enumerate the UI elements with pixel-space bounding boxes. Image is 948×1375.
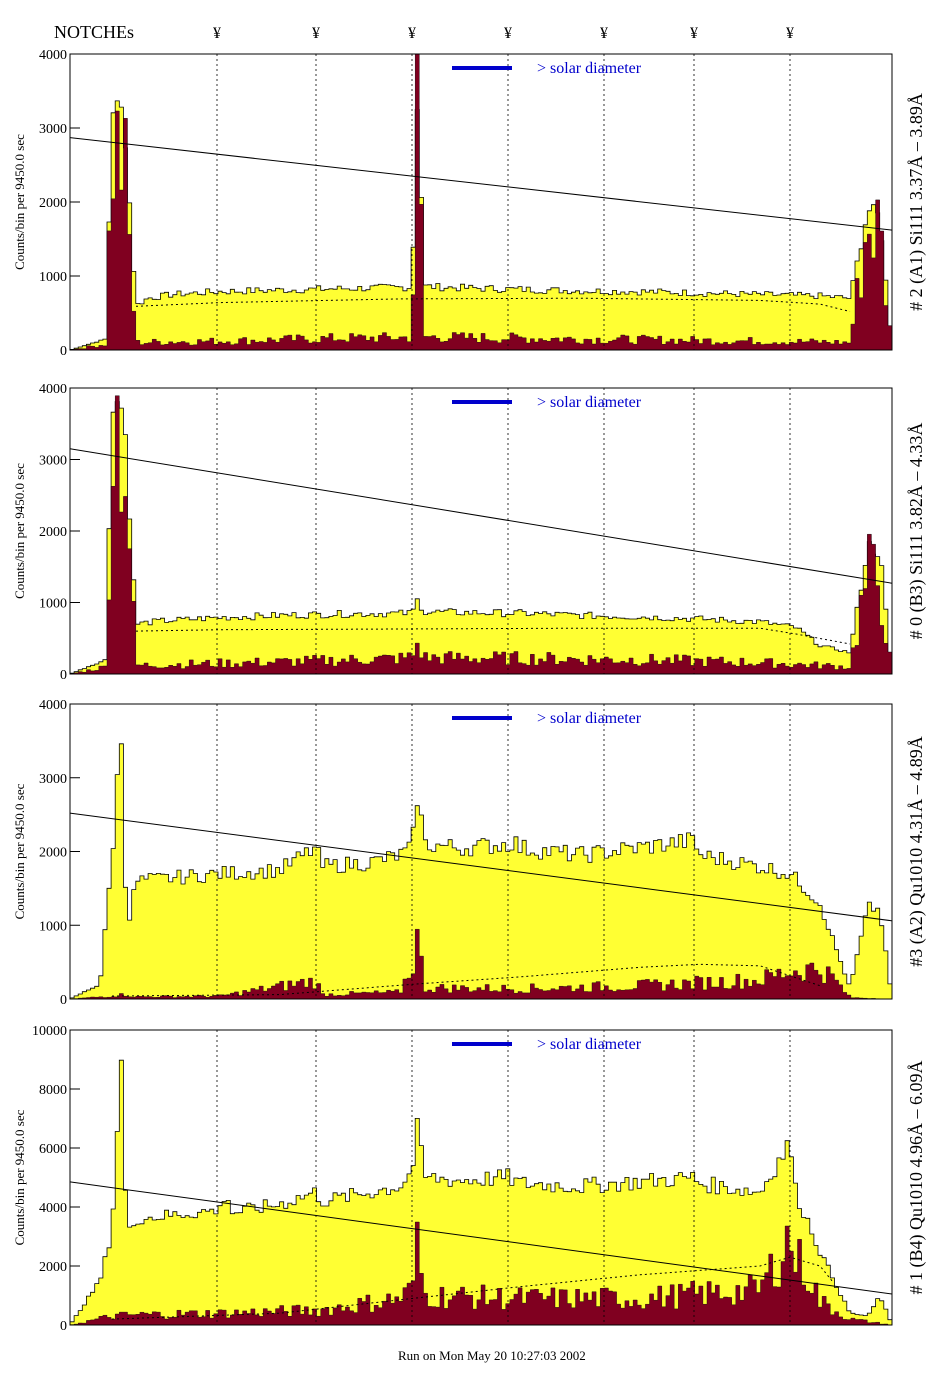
series-fit-line bbox=[69, 1181, 893, 1295]
y-tick-label-0: 0 bbox=[60, 1319, 67, 1334]
run-info: Run on Mon May 20 10:27:03 2002 bbox=[398, 1348, 586, 1363]
y-tick-label-2: 2000 bbox=[39, 196, 67, 211]
panel-label: # 2 (A1) Si111 3.37Å – 3.89Å bbox=[906, 93, 927, 311]
series-total-histogram bbox=[69, 100, 893, 351]
solar-diameter-label: > solar diameter bbox=[537, 710, 642, 727]
y-tick-label-1: 1000 bbox=[39, 919, 67, 934]
y-axis-label: Counts/bin per 9450.0 sec bbox=[12, 1109, 27, 1245]
panel-label: # 1 (B4) Qu1010 4.96Å – 6.09Å bbox=[906, 1061, 927, 1295]
notch-marker-2: ¥ bbox=[408, 25, 416, 42]
series-dotted-model bbox=[111, 963, 821, 997]
y-tick-label-1: 1000 bbox=[39, 270, 67, 285]
notch-marker-0: ¥ bbox=[213, 25, 221, 42]
y-tick-label-4: 4000 bbox=[39, 698, 67, 713]
y-axis-label: Counts/bin per 9450.0 sec bbox=[12, 783, 27, 919]
y-tick-label-4: 8000 bbox=[39, 1083, 67, 1098]
panel-2: 0 1000 2000 3000 4000 Counts/bin per 9450.0 s… bbox=[12, 698, 927, 1008]
y-tick-label-4: 4000 bbox=[39, 48, 67, 63]
solar-diameter-label: > solar diameter bbox=[537, 1036, 642, 1053]
y-tick-label-1: 2000 bbox=[39, 1260, 67, 1275]
plot-frame bbox=[69, 1029, 893, 1326]
notch-marker-4: ¥ bbox=[600, 25, 608, 42]
panel-3: 0 2000 4000 6000 8000 10000 Counts/bin per 945… bbox=[12, 1024, 927, 1334]
series-total-histogram bbox=[69, 743, 893, 1000]
series-fit-line bbox=[69, 448, 893, 584]
panel-label: # 0 (B3) Si111 3.82Å – 4.33Å bbox=[906, 423, 927, 640]
y-axis-label: Counts/bin per 9450.0 sec bbox=[12, 134, 27, 270]
notches-label: NOTCHEs bbox=[54, 22, 134, 42]
panels: 0 1000 2000 3000 4000 Counts/bin per 9450.0 s… bbox=[12, 48, 927, 1334]
series-background-histogram bbox=[69, 1221, 893, 1326]
y-tick-label-2: 2000 bbox=[39, 846, 67, 861]
panel-label: #3 (A2) Qu1010 4.31Å – 4.89Å bbox=[906, 736, 927, 966]
solar-diameter-label: > solar diameter bbox=[537, 394, 642, 411]
series-total-histogram bbox=[69, 401, 893, 675]
series-background-histogram bbox=[69, 929, 893, 1000]
header: NOTCHEs ¥ ¥ ¥ ¥ ¥ ¥ ¥ bbox=[54, 22, 794, 42]
y-tick-label-0: 0 bbox=[60, 344, 67, 359]
notch-marker-5: ¥ bbox=[690, 25, 698, 42]
notch-marker-1: ¥ bbox=[312, 25, 320, 42]
y-tick-label-2: 4000 bbox=[39, 1201, 67, 1216]
y-tick-label-0: 0 bbox=[60, 993, 67, 1008]
notch-marker-3: ¥ bbox=[504, 25, 512, 42]
series-background-histogram bbox=[69, 395, 893, 675]
y-tick-label-4: 4000 bbox=[39, 382, 67, 397]
panel-1: 0 1000 2000 3000 4000 Counts/bin per 9450.0 s… bbox=[12, 382, 927, 683]
series-background-histogram bbox=[69, 53, 893, 351]
y-tick-label-3: 3000 bbox=[39, 122, 67, 137]
series-fit-line bbox=[69, 812, 893, 922]
y-tick-label-1: 1000 bbox=[39, 597, 67, 612]
y-tick-label-3: 3000 bbox=[39, 454, 67, 469]
panel-0: 0 1000 2000 3000 4000 Counts/bin per 9450.0 s… bbox=[12, 48, 927, 359]
series-fit-line bbox=[69, 137, 893, 231]
notch-marker-6: ¥ bbox=[786, 25, 794, 42]
y-tick-label-5: 10000 bbox=[32, 1024, 67, 1039]
series-total-histogram bbox=[69, 1059, 893, 1326]
solar-diameter-label: > solar diameter bbox=[537, 60, 642, 77]
y-tick-label-2: 2000 bbox=[39, 525, 67, 540]
y-tick-label-3: 6000 bbox=[39, 1142, 67, 1157]
series-dotted-model bbox=[111, 1256, 833, 1320]
y-axis-label: Counts/bin per 9450.0 sec bbox=[12, 463, 27, 599]
series-dotted-model bbox=[135, 627, 851, 645]
y-tick-label-0: 0 bbox=[60, 668, 67, 683]
y-tick-label-3: 3000 bbox=[39, 772, 67, 787]
